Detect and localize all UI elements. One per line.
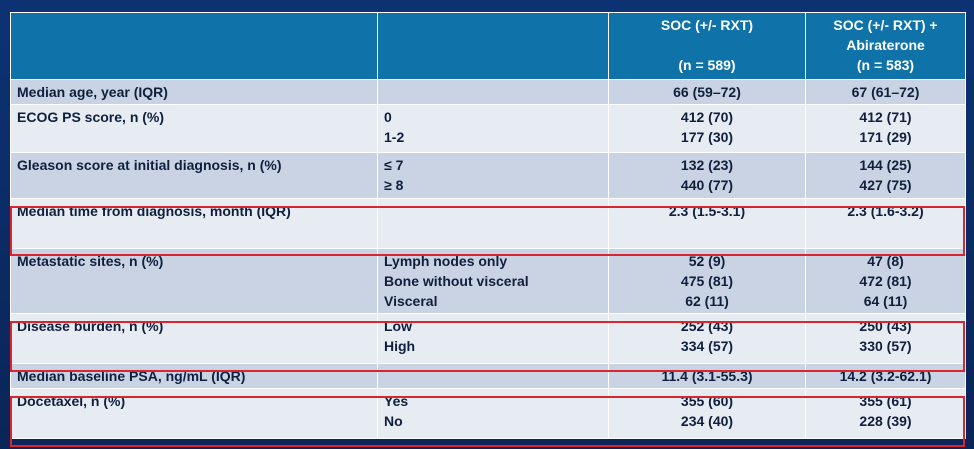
arm-soc-value: 355 (60) 234 (40) [608,388,806,439]
table-row: Gleason score at initial diagnosis, n (%… [10,152,966,199]
arm-abi-value: 47 (8) 472 (81) 64 (11) [805,248,966,314]
subgroup-cell: Low High [377,313,609,364]
arm-soc-value: 132 (23) 440 (77) [608,152,806,199]
value-line: 132 (23) [680,157,734,173]
value-line: 171 (29) [859,129,912,145]
characteristic-label: Median baseline PSA, ng/mL (IQR) [10,363,378,389]
value-line: 475 (81) [680,273,734,289]
characteristic-label: Median time from diagnosis, month (IQR) [10,198,378,249]
characteristic-label: Docetaxel, n (%) [10,388,378,439]
value-line: 228 (39) [859,413,912,429]
subgroup-cell: Lymph nodes only Bone without visceral Vis… [377,248,609,314]
subgroup-cell: ≤ 7 ≥ 8 [377,152,609,199]
subgroup-label: Low [384,318,412,334]
subgroup-cell [377,79,609,105]
value-line: 52 (9) [688,253,726,269]
value-line: 47 (8) [867,253,904,269]
table-row: ECOG PS score, n (%) 0 1-2 412 (70) 177 (30)… [10,104,966,153]
arm-abi-title: SOC (+/- RXT) + [833,17,938,33]
value-line: 11.4 (3.1-55.3) [661,368,753,384]
arm-soc-value: 2.3 (1.5-3.1) [608,198,806,249]
value-line: 412 (71) [859,109,912,125]
header-arm-soc: SOC (+/- RXT) (n = 589) [608,12,806,80]
subgroup-label: Yes [384,393,409,409]
subgroup-label: High [384,338,416,354]
subgroup-label: ≥ 8 [384,177,404,193]
value-line: 177 (30) [680,129,734,145]
arm-abi-value: 250 (43) 330 (57) [805,313,966,364]
arm-soc-n: (n = 589) [678,57,736,73]
subgroup-cell: 0 1-2 [377,104,609,153]
subgroup-cell [377,198,609,249]
value-line: 62 (11) [685,293,729,309]
subgroup-cell [377,363,609,389]
header-characteristic [10,12,378,80]
value-line: 2.3 (1.6-3.2) [847,203,924,219]
arm-abi-n: (n = 583) [856,57,915,73]
table-row: Median baseline PSA, ng/mL (IQR) 11.4 (3.… [10,363,966,389]
subgroup-label: Visceral [384,293,438,309]
value-line: 66 (59–72) [673,84,741,100]
header-row: SOC (+/- RXT) (n = 589) SOC (+/- RXT) + … [10,12,966,80]
arm-soc-title: SOC (+/- RXT) [660,17,754,33]
header-subgroup [377,12,609,80]
value-line: 427 (75) [859,177,912,193]
table-row: Disease burden, n (%) Low High 252 (43) 334 … [10,313,966,364]
table-row: Docetaxel, n (%) Yes No 355 (60) 234 (40) 355… [10,388,966,439]
table-row: Median age, year (IQR) 66 (59–72) 67 (61–7… [10,79,966,105]
arm-soc-value: 412 (70) 177 (30) [608,104,806,153]
value-line: 67 (61–72) [851,84,920,100]
characteristic-label: ECOG PS score, n (%) [10,104,378,153]
arm-soc-value: 52 (9) 475 (81) 62 (11) [608,248,806,314]
arm-abi-title-2: Abiraterone [846,37,925,53]
characteristic-label: Gleason score at initial diagnosis, n (%… [10,152,378,199]
table-row: Median time from diagnosis, month (IQR) 2… [10,198,966,249]
baseline-characteristics-table: SOC (+/- RXT) (n = 589) SOC (+/- RXT) + … [10,12,966,439]
value-line: 144 (25) [859,157,912,173]
characteristic-label: Disease burden, n (%) [10,313,378,364]
subgroup-label: Lymph nodes only [384,253,508,269]
header-arm-abiraterone: SOC (+/- RXT) + Abiraterone (n = 583) [805,12,966,80]
arm-abi-value: 412 (71) 171 (29) [805,104,966,153]
value-line: 412 (70) [680,109,734,125]
value-line: 334 (57) [680,338,734,354]
value-line: 250 (43) [859,318,912,334]
subgroup-label: Bone without visceral [384,273,529,289]
value-line: 2.3 (1.5-3.1) [668,203,746,219]
arm-soc-value: 252 (43) 334 (57) [608,313,806,364]
value-line: 64 (11) [863,293,908,309]
arm-abi-value: 355 (61) 228 (39) [805,388,966,439]
subgroup-label: 0 [384,109,392,125]
value-line: 355 (60) [680,393,734,409]
subgroup-label: ≤ 7 [384,157,404,173]
arm-soc-value: 66 (59–72) [608,79,806,105]
value-line: 355 (61) [859,393,912,409]
arm-abi-value: 67 (61–72) [805,79,966,105]
characteristic-label: Median age, year (IQR) [10,79,378,105]
arm-abi-value: 144 (25) 427 (75) [805,152,966,199]
value-line: 472 (81) [859,273,912,289]
value-line: 252 (43) [680,318,734,334]
arm-abi-value: 14.2 (3.2-62.1) [805,363,966,389]
subgroup-label: No [384,413,403,429]
value-line: 234 (40) [680,413,734,429]
table-row: Metastatic sites, n (%) Lymph nodes only B… [10,248,966,314]
arm-abi-value: 2.3 (1.6-3.2) [805,198,966,249]
subgroup-label: 1-2 [384,129,405,145]
value-line: 14.2 (3.2-62.1) [839,368,932,384]
value-line: 440 (77) [680,177,734,193]
arm-soc-value: 11.4 (3.1-55.3) [608,363,806,389]
characteristic-label: Metastatic sites, n (%) [10,248,378,314]
subgroup-cell: Yes No [377,388,609,439]
value-line: 330 (57) [859,338,912,354]
